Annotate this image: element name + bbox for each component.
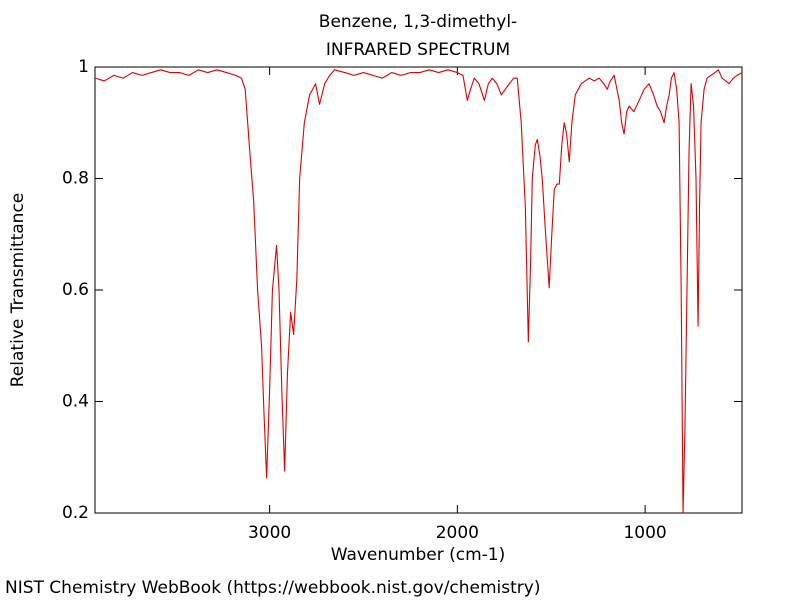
y-tick-label: 0.6 [62, 280, 89, 300]
x-axis-label: Wavenumber (cm-1) [331, 545, 506, 565]
chart-title: Benzene, 1,3-dimethyl- [319, 12, 517, 32]
spectrum-line [94, 69, 743, 514]
source-note: NIST Chemistry WebBook (https://webbook.… [5, 578, 540, 598]
x-tick-label: 3000 [248, 523, 291, 543]
y-tick-label: 0.2 [62, 503, 89, 523]
y-tick-label: 0.8 [62, 169, 89, 189]
chart-subtitle: INFRARED SPECTRUM [326, 40, 510, 60]
y-axis-label: Relative Transmittance [8, 193, 28, 388]
y-tick-label: 1 [78, 57, 89, 77]
x-tick-label: 1000 [623, 523, 666, 543]
plot-frame [94, 66, 743, 514]
y-tick-label: 0.4 [62, 392, 89, 412]
x-tick-label: 2000 [436, 523, 479, 543]
